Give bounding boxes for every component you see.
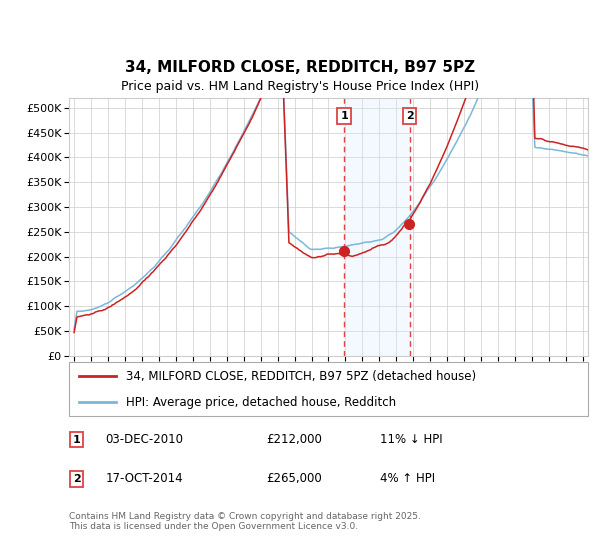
Text: 11% ↓ HPI: 11% ↓ HPI (380, 433, 443, 446)
Text: 1: 1 (73, 435, 80, 445)
Text: 17-OCT-2014: 17-OCT-2014 (106, 472, 183, 486)
Text: Contains HM Land Registry data © Crown copyright and database right 2025.
This d: Contains HM Land Registry data © Crown c… (69, 512, 421, 531)
Text: 34, MILFORD CLOSE, REDDITCH, B97 5PZ (detached house): 34, MILFORD CLOSE, REDDITCH, B97 5PZ (de… (126, 370, 476, 383)
Text: 34, MILFORD CLOSE, REDDITCH, B97 5PZ: 34, MILFORD CLOSE, REDDITCH, B97 5PZ (125, 59, 475, 74)
Text: 03-DEC-2010: 03-DEC-2010 (106, 433, 184, 446)
Text: 2: 2 (73, 474, 80, 484)
Bar (344, 98, 410, 356)
Text: Price paid vs. HM Land Registry's House Price Index (HPI): Price paid vs. HM Land Registry's House … (121, 80, 479, 93)
FancyBboxPatch shape (69, 362, 588, 416)
Text: 4% ↑ HPI: 4% ↑ HPI (380, 472, 436, 486)
Text: £265,000: £265,000 (266, 472, 322, 486)
Text: 2: 2 (406, 111, 413, 121)
Text: 1: 1 (340, 111, 348, 121)
Text: HPI: Average price, detached house, Redditch: HPI: Average price, detached house, Redd… (126, 395, 396, 409)
Text: £212,000: £212,000 (266, 433, 322, 446)
